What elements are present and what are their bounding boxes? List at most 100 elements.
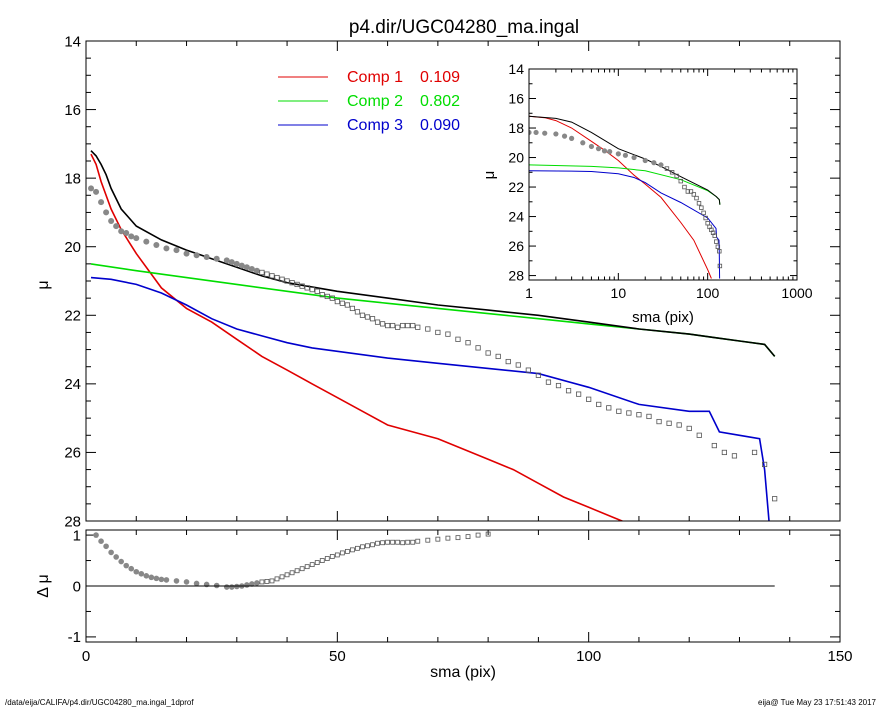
data-point	[334, 298, 340, 305]
data-point	[103, 209, 110, 216]
data-point	[249, 581, 255, 587]
data-point	[279, 574, 285, 580]
data-point	[658, 162, 664, 168]
data-point	[289, 570, 295, 576]
data-point	[379, 321, 386, 327]
data-point	[163, 577, 170, 583]
y-tick-label: 22	[508, 179, 524, 195]
data-point	[243, 264, 250, 271]
y-tick-label: 14	[508, 61, 524, 77]
data-point	[385, 539, 391, 545]
data-point	[565, 388, 572, 394]
data-point	[691, 192, 697, 197]
data-point	[555, 382, 562, 389]
data-point	[714, 239, 719, 244]
x-tick-label: 50	[329, 648, 346, 665]
data-point	[669, 170, 675, 175]
data-point	[772, 496, 778, 502]
data-point	[375, 540, 380, 546]
legend: Comp 1 0.109 Comp 2 0.802 Comp 3 0.090	[278, 69, 460, 134]
data-point	[400, 322, 406, 329]
y-tick-label: 1	[73, 527, 81, 544]
data-point	[228, 584, 235, 590]
data-point	[274, 576, 280, 582]
data-point	[553, 131, 559, 137]
x-tick-label: 100	[696, 285, 720, 301]
legend-value: 0.090	[420, 117, 460, 134]
data-point	[339, 300, 345, 306]
data-point	[380, 540, 385, 546]
legend-value: 0.109	[420, 69, 460, 86]
data-point	[374, 319, 381, 325]
data-point	[158, 576, 165, 583]
y-tick-label: 22	[64, 308, 81, 325]
y-tick-label: 26	[64, 445, 81, 462]
data-point	[269, 578, 275, 584]
data-point	[264, 271, 270, 277]
data-point	[163, 245, 170, 252]
data-point	[666, 420, 672, 426]
data-point	[400, 540, 406, 546]
data-point	[651, 160, 657, 166]
y-axis-label: Δ μ	[35, 574, 52, 597]
data-points	[529, 129, 723, 269]
axis-ticks	[528, 68, 798, 280]
data-point	[405, 539, 411, 545]
series-line-total-0	[529, 115, 712, 279]
data-point	[113, 223, 120, 230]
data-point	[465, 534, 471, 540]
data-point	[284, 572, 290, 578]
data-point	[705, 220, 710, 226]
y-tick-label: 20	[508, 149, 524, 165]
data-point	[354, 309, 361, 315]
data-point	[128, 565, 135, 572]
data-point	[203, 254, 210, 260]
data-point	[133, 568, 140, 575]
data-point	[631, 154, 637, 161]
x-axis-label: sma (pix)	[632, 309, 694, 326]
data-point	[324, 556, 330, 561]
data-point	[213, 582, 220, 589]
data-point	[495, 353, 501, 360]
data-point	[299, 283, 305, 289]
data-point	[717, 249, 722, 254]
data-point	[505, 358, 511, 365]
plot-frame	[85, 40, 841, 522]
data-point	[390, 539, 396, 545]
data-point	[717, 263, 723, 269]
y-tick-label: 16	[64, 102, 81, 119]
data-point	[314, 560, 320, 565]
data-point	[364, 314, 371, 320]
data-point	[93, 532, 99, 538]
data-point	[445, 535, 451, 541]
data-point	[696, 432, 702, 438]
data-point	[259, 269, 265, 276]
data-point	[128, 233, 135, 240]
data-point	[294, 281, 300, 288]
data-point	[525, 367, 531, 373]
data-point	[699, 205, 704, 210]
data-point	[344, 302, 350, 308]
data-point	[319, 558, 325, 563]
y-tick-label: 24	[64, 376, 81, 393]
data-point	[329, 554, 335, 559]
data-point	[103, 543, 109, 550]
data-point	[264, 579, 270, 584]
data-point	[678, 178, 683, 184]
data-point	[425, 326, 431, 332]
data-point	[455, 535, 461, 541]
series-line-total-2	[529, 170, 721, 279]
y-tick-label: 26	[508, 238, 524, 254]
data-point	[688, 189, 694, 194]
data-point	[674, 173, 679, 179]
data-point	[601, 148, 608, 154]
data-point	[253, 267, 260, 274]
data-point	[485, 531, 491, 537]
data-point	[721, 449, 727, 456]
data-point	[118, 558, 124, 565]
data-point	[304, 564, 310, 570]
data-point	[596, 401, 602, 408]
data-point	[455, 336, 461, 342]
data-point	[607, 149, 613, 155]
chart-title: p4.dir/UGC04280_ma.ingal	[349, 17, 579, 38]
